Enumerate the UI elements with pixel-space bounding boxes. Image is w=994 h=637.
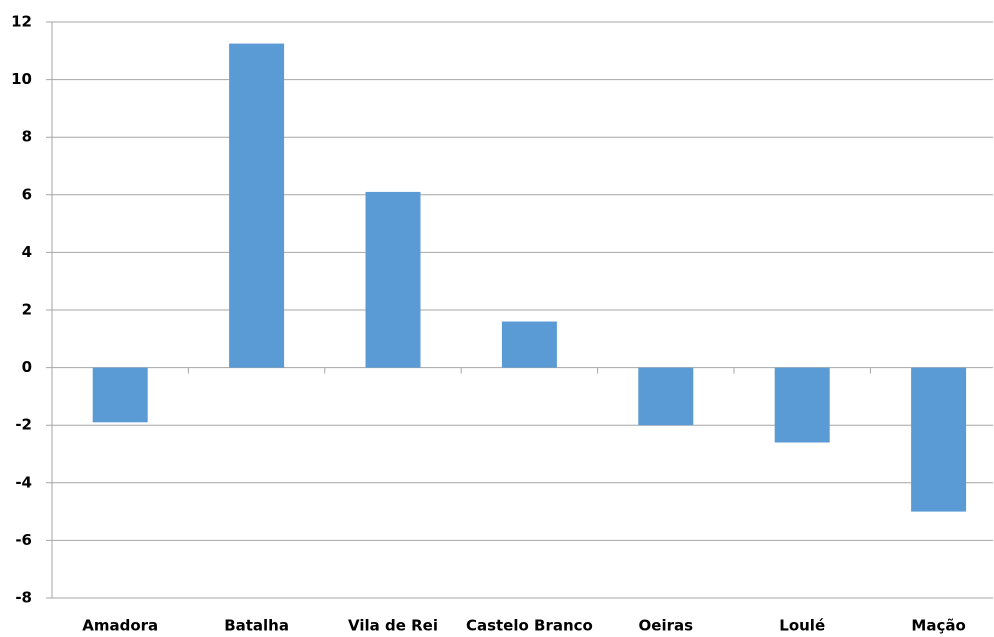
bar bbox=[638, 367, 694, 426]
y-tick-label: 6 bbox=[22, 185, 32, 203]
y-tick-label: 2 bbox=[22, 301, 32, 319]
y-tick-label: -4 bbox=[15, 473, 32, 491]
y-tick-label: -2 bbox=[15, 416, 32, 434]
x-tick-label: Loulé bbox=[779, 617, 825, 635]
x-tick-label: Amadora bbox=[82, 617, 158, 635]
bar bbox=[229, 43, 285, 368]
y-tick-label: -8 bbox=[15, 589, 32, 607]
x-tick-label: Castelo Branco bbox=[466, 617, 593, 635]
bar bbox=[501, 321, 557, 368]
y-tick-label: 4 bbox=[22, 243, 32, 261]
x-tick-label: Vila de Rei bbox=[348, 617, 438, 635]
y-tick-label: 12 bbox=[11, 13, 32, 31]
bar bbox=[911, 367, 967, 512]
x-tick-label: Mação bbox=[911, 617, 965, 635]
y-tick-label: 10 bbox=[11, 70, 32, 88]
x-tick-label: Batalha bbox=[224, 617, 289, 635]
y-tick-label: 0 bbox=[22, 358, 32, 376]
bar bbox=[92, 367, 148, 423]
x-tick-label: Oeiras bbox=[639, 617, 694, 635]
y-tick-label: -6 bbox=[15, 531, 32, 549]
y-tick-label: 8 bbox=[22, 128, 32, 146]
bar bbox=[774, 367, 830, 443]
bar bbox=[365, 191, 421, 368]
